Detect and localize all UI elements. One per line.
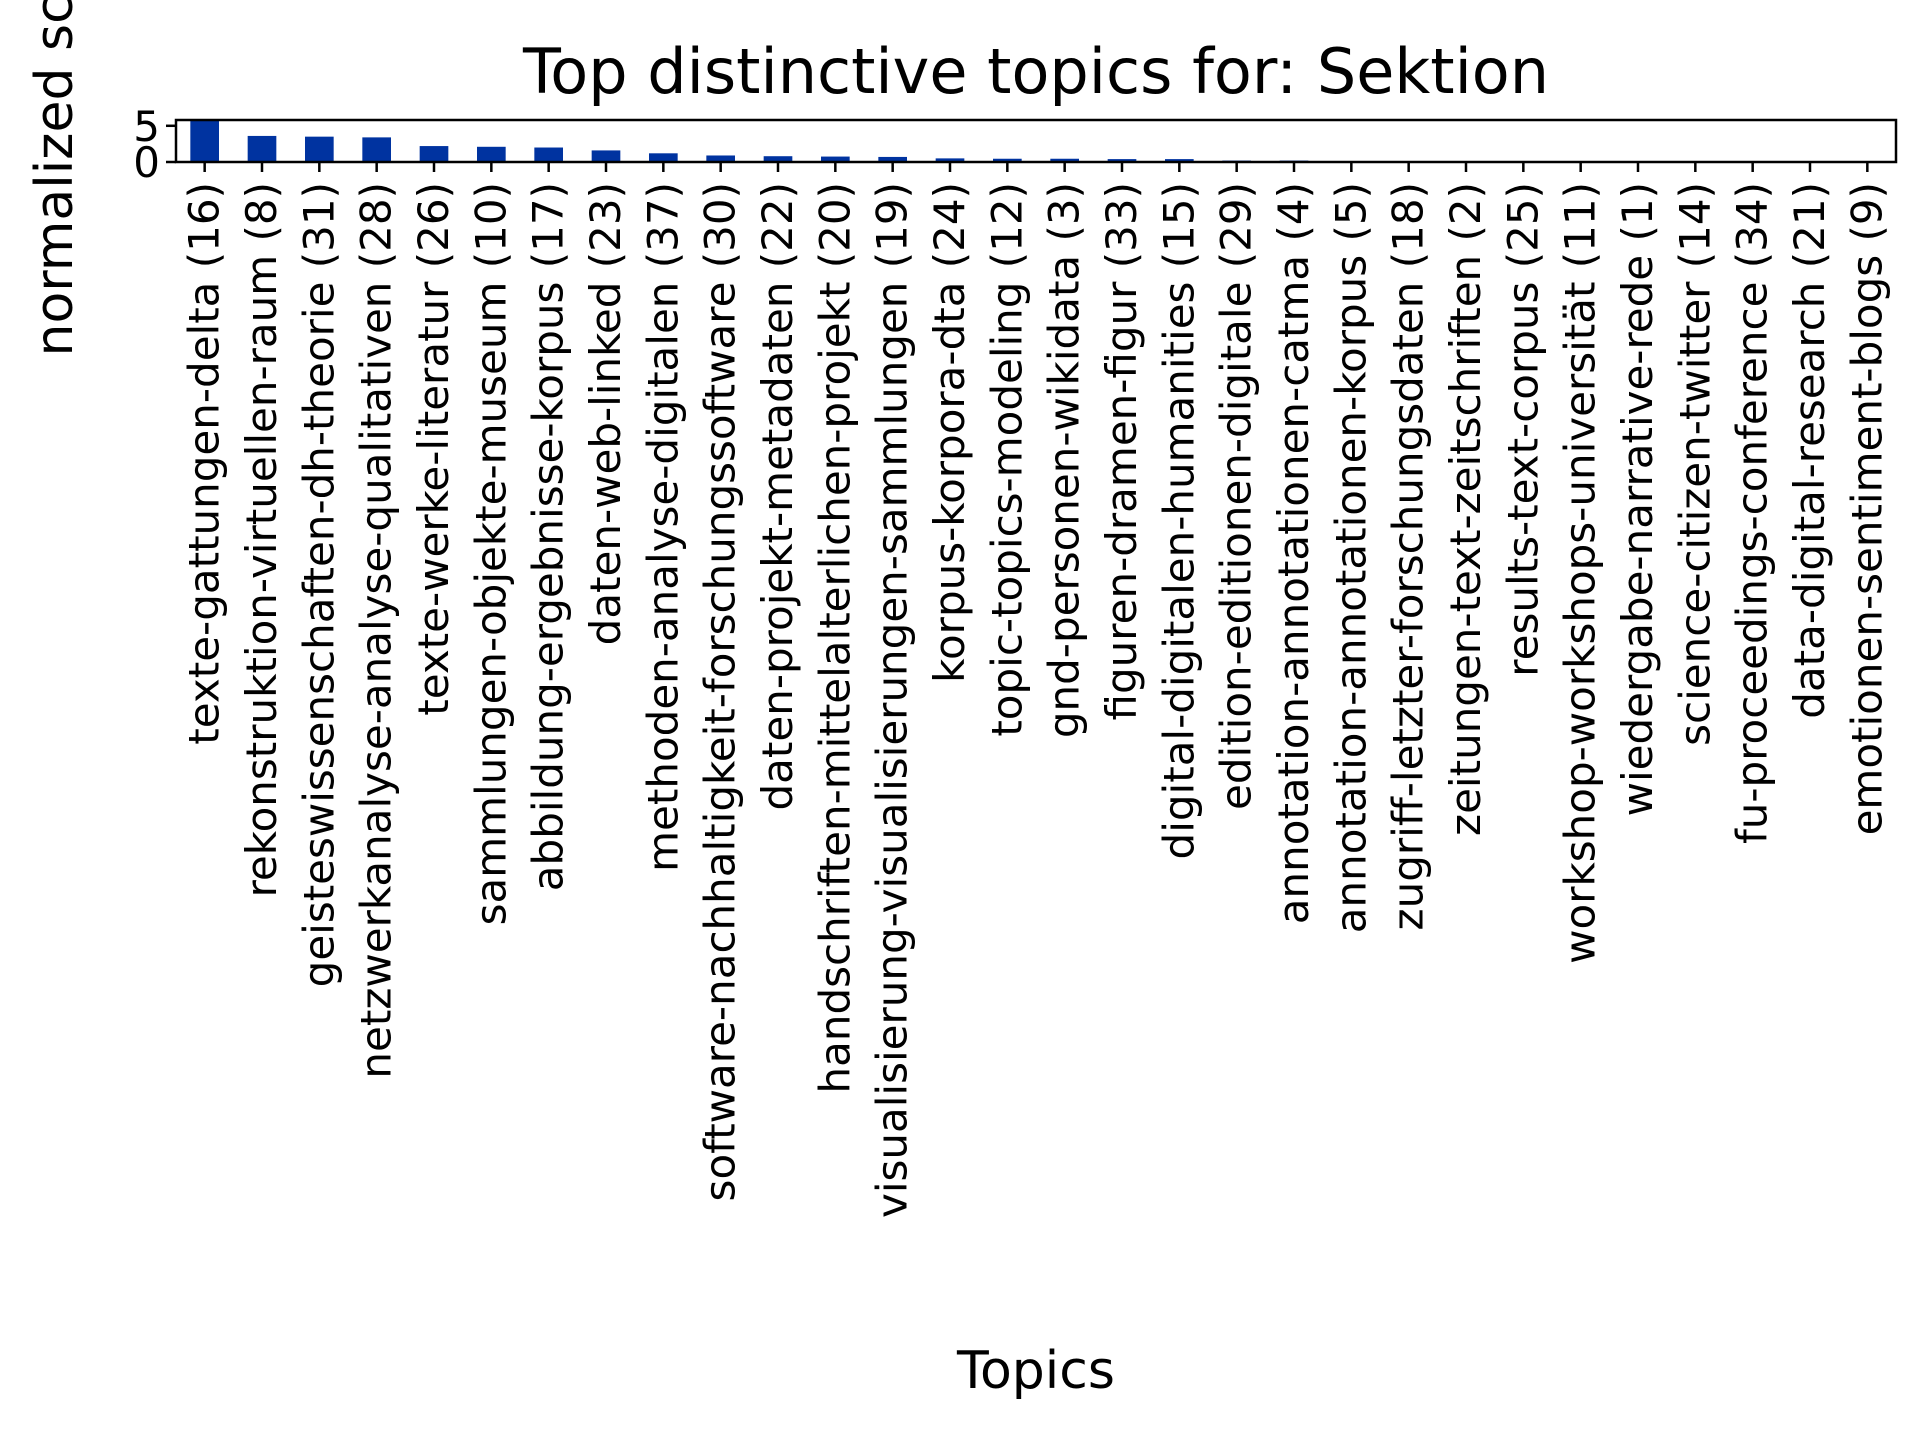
bar-10 [706, 155, 735, 162]
bar-2 [247, 135, 277, 162]
x-tick-label: science-citizen-twitter (14) [1670, 182, 1719, 746]
x-tick-label: sammlungen-objekte-museum (10) [466, 182, 515, 925]
bar-9 [649, 153, 678, 162]
x-tick-label: zeitungen-text-zeitschriften (2) [1441, 182, 1490, 836]
x-axis-label: Topics [956, 1341, 1115, 1401]
bar-8 [591, 150, 621, 162]
x-tick-label: edition-editionen-digitale (29) [1212, 182, 1261, 810]
x-tick-label: daten-projekt-metadaten (22) [753, 182, 802, 810]
bars-group [190, 120, 1882, 162]
x-tick-label: texte-gattungen-delta (16) [180, 182, 229, 745]
bar-4 [362, 137, 391, 162]
x-tick-label: software-nachhaltigkeit-forschungssoftwa… [696, 182, 745, 1201]
x-tick-label: zugriff-letzter-forschungsdaten (18) [1384, 182, 1433, 930]
x-tick-label: daten-web-linked (23) [581, 182, 630, 645]
bar-5 [419, 146, 449, 162]
x-tick-label: netzwerkanalyse-analyse-qualitativen (28… [352, 182, 401, 1079]
x-tick-label: handschriften-mittelalterlichen-projekt … [810, 182, 859, 1094]
bar-6 [477, 146, 506, 162]
x-tick-label: annotation-annotationen-korpus (5) [1326, 182, 1375, 933]
x-tick-label: digital-digitalen-humanities (15) [1154, 182, 1203, 859]
bar-14 [935, 158, 965, 162]
x-ticks-group: texte-gattungen-delta (16) rekonstruktion… [180, 162, 1891, 1218]
x-tick-label: figuren-dramen-figur (33) [1097, 182, 1146, 720]
chart-title: Top distinctive topics for: Sektion [522, 35, 1549, 108]
x-tick-label: texte-werke-literatur (26) [409, 182, 458, 716]
x-tick-label: abbildung-ergebnisse-korpus (17) [524, 182, 573, 891]
x-tick-label: emotionen-sentiment-blogs (9) [1842, 182, 1891, 835]
y-tick-label: 5 [133, 102, 160, 151]
bar-7 [534, 147, 563, 162]
bar-3 [305, 136, 334, 162]
y-ticks-group: 05 [133, 102, 176, 187]
bar-13 [878, 156, 907, 162]
y-tick-label: 0 [133, 138, 160, 187]
bar-18 [1165, 159, 1194, 162]
x-tick-label: topic-topics-modeling (12) [982, 182, 1031, 737]
bar-1 [190, 120, 219, 162]
x-tick-label: workshop-workshops-universität (11) [1556, 182, 1605, 964]
bar-11 [763, 156, 793, 162]
y-axis-label: normalized sco [25, 0, 85, 356]
bar-16 [1050, 158, 1079, 162]
x-tick-label: korpus-korpora-dta (24) [925, 182, 974, 683]
x-tick-label: data-digital-research (21) [1785, 182, 1834, 719]
x-tick-label: rekonstruktion-virtuellen-raum (8) [237, 182, 286, 897]
x-tick-label: annotation-annotationen-catma (4) [1269, 182, 1318, 924]
x-tick-label: visualisierung-visualisierungen-sammlung… [868, 182, 917, 1218]
x-tick-label: geisteswissenschaften-dh-theorie (31) [294, 182, 343, 987]
x-tick-label: gnd-personen-wikidata (3) [1040, 182, 1089, 738]
x-tick-label: fu-proceedings-conference (34) [1728, 182, 1777, 844]
x-tick-label: wiedergabe-narrative-rede (1) [1613, 182, 1662, 816]
bar-17 [1107, 159, 1137, 162]
plot-frame [174, 118, 1898, 164]
bar-15 [993, 158, 1022, 162]
x-tick-label: results-text-corpus (25) [1498, 182, 1547, 677]
x-tick-label: methoden-analyse-digitalen (37) [638, 182, 687, 872]
bar-12 [821, 156, 850, 162]
